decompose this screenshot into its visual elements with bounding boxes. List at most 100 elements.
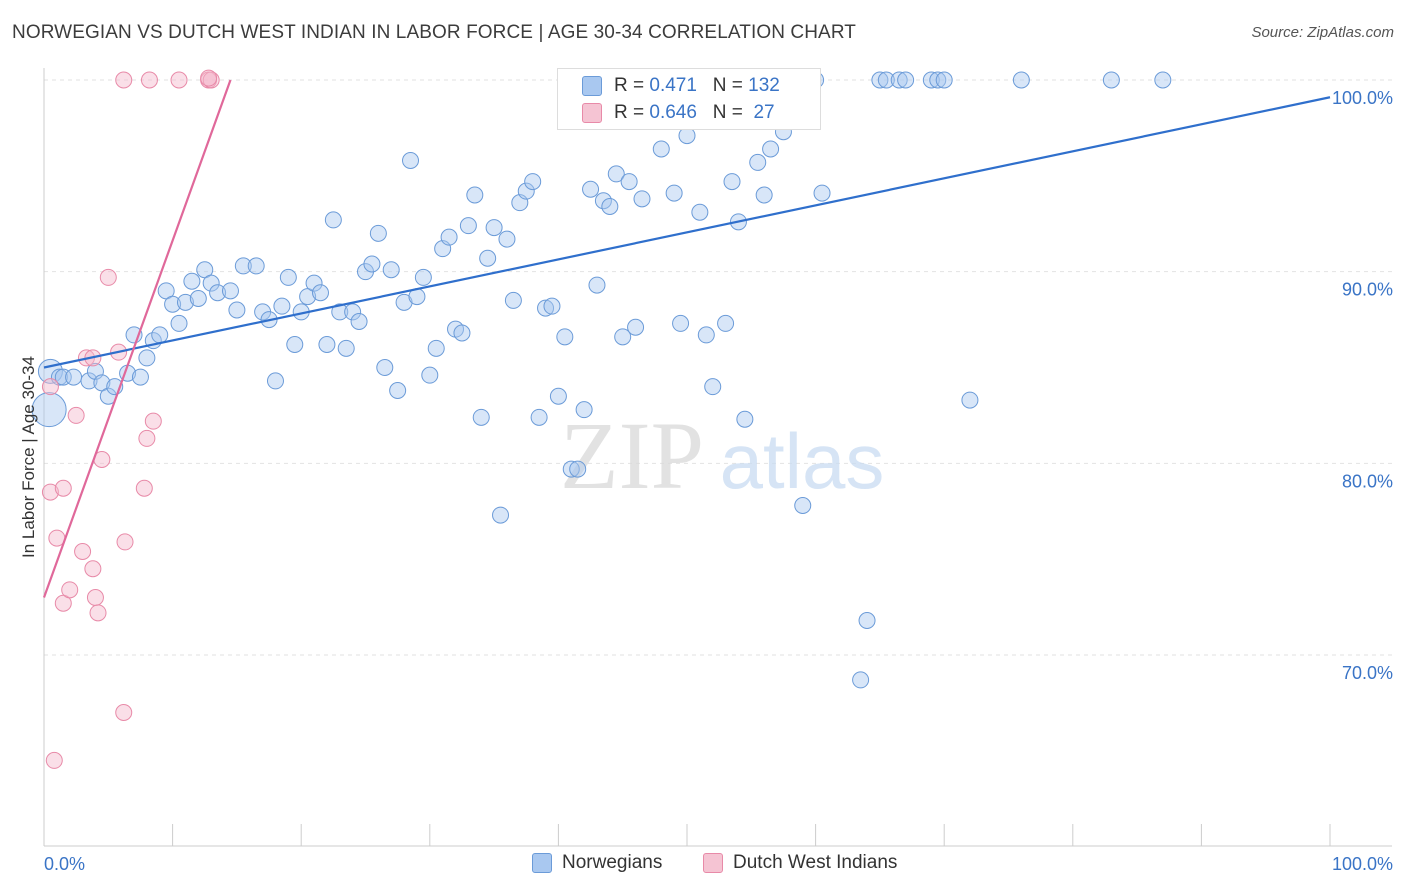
norwegians-point	[575, 401, 593, 419]
norwegians-point	[1012, 71, 1030, 89]
norwegians-point	[234, 257, 252, 275]
norwegians-point	[479, 249, 497, 267]
tick-labels: 70.0% 80.0% 90.0% 100.0% 0.0% 100.0%	[44, 88, 1393, 874]
norwegians-point	[80, 372, 98, 390]
chart-title: NORWEGIAN VS DUTCH WEST INDIAN IN LABOR …	[12, 22, 857, 43]
norwegians-point	[929, 71, 947, 89]
stats-n-value: 27	[753, 102, 775, 123]
norwegians-point	[427, 339, 445, 357]
norwegians-point	[652, 140, 670, 158]
norwegians-point	[697, 326, 715, 344]
norwegians-point	[562, 460, 580, 478]
norwegians-point	[890, 71, 908, 89]
norwegians-point	[131, 368, 149, 386]
norwegians-point	[247, 257, 265, 275]
norwegians-point	[472, 408, 490, 426]
norwegians-trend-line	[43, 96, 1331, 369]
norwegians-point	[209, 284, 227, 302]
norwegians-point	[337, 339, 355, 357]
stats-r-value: 0.471	[649, 75, 697, 96]
dutch-west-indians-point	[45, 751, 63, 769]
gridlines	[44, 79, 1392, 656]
axes	[43, 68, 1392, 847]
norwegians-point	[65, 368, 83, 386]
norwegians-point	[324, 211, 342, 229]
norwegians-point	[202, 274, 220, 292]
legend-swatch-dutch-west-indians	[703, 853, 723, 873]
y-tick-label: 90.0%	[1342, 280, 1393, 300]
norwegians-point	[305, 274, 323, 292]
norwegians-point	[871, 71, 889, 89]
stats-r-label: R =	[614, 75, 645, 96]
legend-item-dutch-west-indians[interactable]: Dutch West Indians	[703, 852, 897, 874]
dutch-west-indians-points	[41, 69, 220, 769]
norwegians-point	[922, 71, 940, 89]
dutch-west-indians-point	[61, 581, 79, 599]
dutch-west-indians-point	[86, 589, 104, 606]
norwegians-point	[749, 153, 767, 171]
norwegians-point	[382, 261, 400, 279]
norwegians-point	[852, 671, 870, 689]
norwegians-point	[543, 297, 561, 315]
norwegians-point	[221, 282, 239, 300]
dutch-west-indians-point	[138, 429, 156, 447]
dutch-west-indians-point	[41, 483, 59, 501]
norwegians-point	[279, 268, 297, 286]
dutch-west-indians-point	[99, 268, 117, 286]
norwegians-point	[389, 382, 407, 399]
norwegians-point	[672, 314, 690, 332]
dutch-west-indians-point	[140, 71, 158, 89]
stats-n-label: N =	[712, 102, 743, 123]
norwegians-point	[762, 140, 780, 158]
norwegians-point	[794, 497, 812, 514]
dutch-west-indians-point	[116, 533, 134, 551]
norwegians-point	[537, 299, 555, 317]
dutch-west-indians-point	[202, 71, 220, 89]
norwegians-point	[266, 372, 284, 390]
dutch-west-indians-point	[170, 71, 188, 89]
stats-r-value: 0.646	[649, 102, 697, 123]
norwegians-point	[183, 272, 201, 290]
norwegians-point	[414, 268, 432, 286]
norwegians-point	[228, 301, 246, 319]
norwegians-point	[344, 303, 362, 321]
dutch-west-indians-point	[74, 543, 92, 560]
norwegians-point	[897, 71, 915, 89]
norwegians-point	[755, 186, 773, 204]
norwegians-point	[530, 408, 548, 426]
dutch-west-indians-point	[135, 479, 153, 497]
norwegians-point	[607, 165, 625, 183]
norwegians-point	[704, 378, 722, 396]
norwegians-point	[50, 368, 68, 386]
norwegians-point	[627, 318, 645, 336]
norwegians-point	[614, 328, 632, 346]
dutch-west-indians-point	[89, 604, 107, 622]
norwegians-point	[813, 184, 831, 202]
legend-label-dutch-west-indians: Dutch West Indians	[733, 852, 898, 873]
norwegians-point	[736, 410, 754, 428]
norwegians-point	[31, 392, 67, 428]
norwegians-point	[376, 359, 394, 376]
watermark-zip: ZIP	[560, 402, 704, 509]
norwegians-point	[318, 336, 336, 353]
norwegians-point	[369, 224, 387, 242]
norwegians-point	[363, 255, 381, 273]
watermark-atlas: atlas	[720, 417, 885, 505]
dutch-west-indians-point	[67, 406, 85, 424]
norwegians-points	[31, 71, 1172, 689]
norwegians-point	[189, 290, 207, 307]
dutch-west-indians-point	[200, 69, 218, 87]
norwegians-point	[485, 219, 503, 237]
trend-lines	[42, 79, 1331, 598]
norwegians-point	[877, 71, 895, 89]
dutch-west-indians-point	[115, 71, 133, 89]
y-tick-label: 80.0%	[1342, 471, 1393, 491]
stats-swatch-norwegians	[582, 76, 602, 96]
dutch-west-indians-point	[115, 704, 133, 721]
legend-item-norwegians[interactable]: Norwegians	[532, 852, 662, 874]
norwegians-point	[961, 391, 979, 409]
norwegians-point	[421, 366, 439, 384]
y-axis-label: In Labor Force | Age 30-34	[19, 356, 38, 558]
norwegians-point	[517, 182, 535, 200]
watermark: ZIP atlas	[560, 402, 884, 509]
